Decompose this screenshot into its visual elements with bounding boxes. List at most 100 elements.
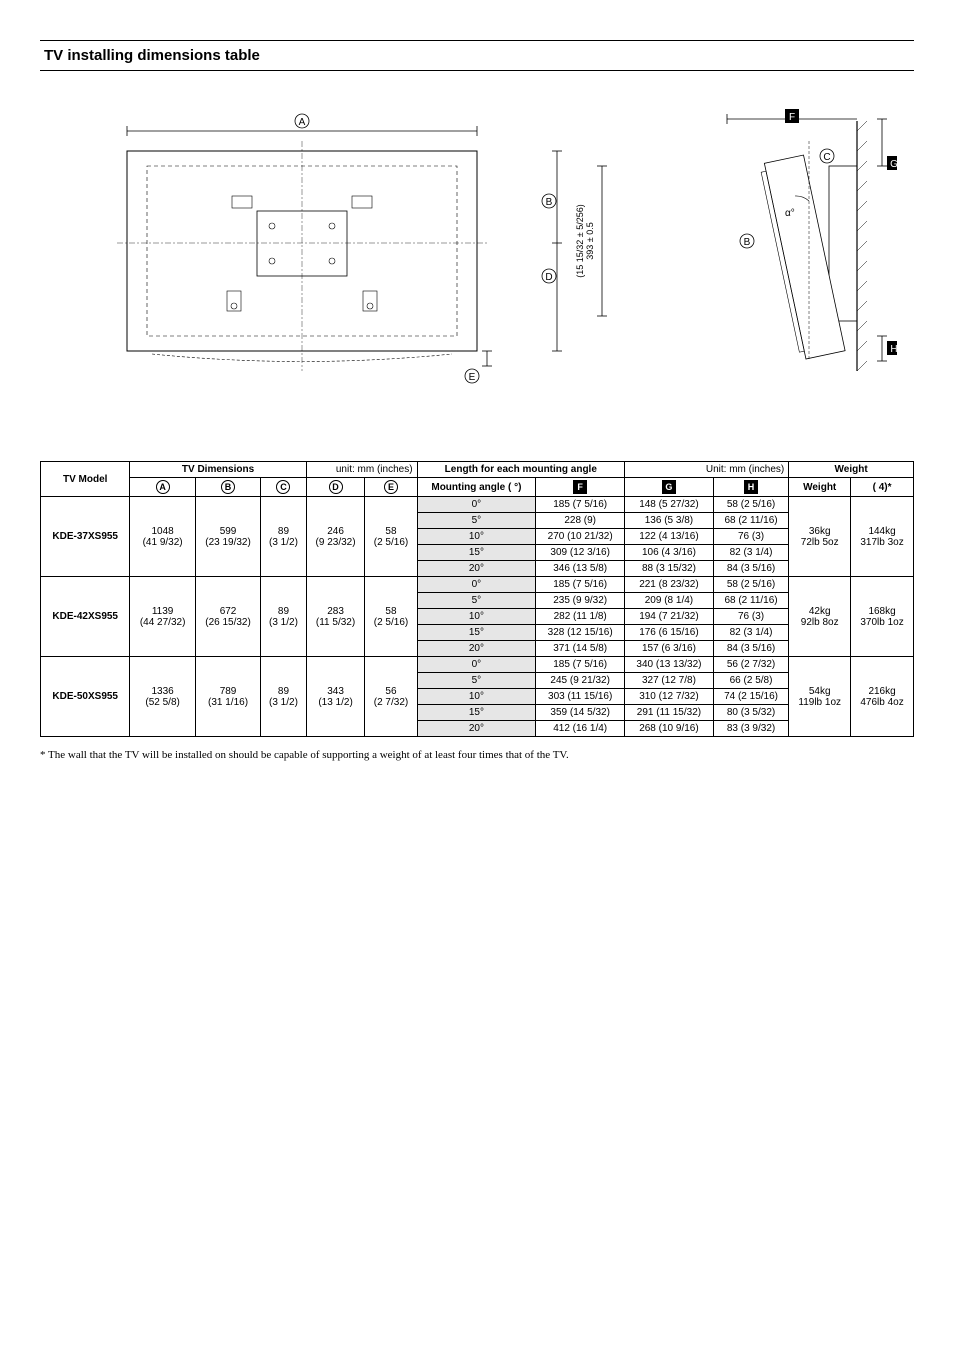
th-dims-text: TV Dimensions	[182, 464, 254, 475]
len-h: 68 (2 11/16)	[713, 593, 788, 609]
len-g: 310 (12 7/32)	[625, 689, 714, 705]
dimension-diagram: A	[57, 101, 897, 421]
dim-c: 89(3 1/2)	[261, 657, 306, 737]
side-label-b2: B	[744, 237, 751, 248]
th-angle: Mounting angle ( °)	[417, 478, 536, 497]
diagram-container: A	[40, 101, 914, 421]
len-f: 328 (12 15/16)	[536, 625, 625, 641]
th-dims-unit: unit: mm (inches)	[306, 462, 417, 478]
len-g: 88 (3 15/32)	[625, 561, 714, 577]
th-model: TV Model	[41, 462, 130, 497]
angle-deg: 15°	[417, 625, 536, 641]
label-b: B	[546, 197, 553, 208]
angle-deg: 0°	[417, 577, 536, 593]
len-f: 303 (11 15/16)	[536, 689, 625, 705]
circled-b: B	[221, 480, 235, 494]
dim-c: 89(3 1/2)	[261, 577, 306, 657]
angle-deg: 0°	[417, 497, 536, 513]
table-row: KDE-50XS9551336(52 5/8)789(31 1/16)89(3 …	[41, 657, 914, 673]
side-label-g: G	[890, 159, 897, 170]
dim-a: 1048(41 9/32)	[130, 497, 195, 577]
len-g: 194 (7 21/32)	[625, 609, 714, 625]
angle-deg: 5°	[417, 673, 536, 689]
dim-d: 283(11 5/32)	[306, 577, 365, 657]
circled-c: C	[276, 480, 290, 494]
dim-a: 1336(52 5/8)	[130, 657, 195, 737]
label-d: D	[545, 272, 552, 283]
boxed-f: F	[573, 480, 587, 494]
th-weight-col: Weight	[789, 478, 851, 497]
angle-deg: 10°	[417, 689, 536, 705]
len-h: 58 (2 5/16)	[713, 497, 788, 513]
th-length-unit: Unit: mm (inches)	[625, 462, 789, 478]
table-row: KDE-42XS9551139(44 27/32)672(26 15/32)89…	[41, 577, 914, 593]
len-f: 185 (7 5/16)	[536, 497, 625, 513]
angle-deg: 15°	[417, 705, 536, 721]
len-g: 157 (6 3/16)	[625, 641, 714, 657]
len-h: 82 (3 1/4)	[713, 625, 788, 641]
boxed-g: G	[662, 480, 676, 494]
dimensions-table: TV Model TV Dimensions unit: mm (inches)…	[40, 461, 914, 737]
len-f: 235 (9 9/32)	[536, 593, 625, 609]
th-f: F	[536, 478, 625, 497]
weight-x4: 144kg317lb 3oz	[851, 497, 914, 577]
angle-deg: 20°	[417, 561, 536, 577]
side-label-c: C	[823, 152, 830, 163]
len-f: 371 (14 5/8)	[536, 641, 625, 657]
th-length: Length for each mounting angle	[417, 462, 625, 478]
angle-deg: 5°	[417, 593, 536, 609]
angle-deg: 15°	[417, 545, 536, 561]
side-label-f: F	[789, 112, 795, 123]
len-h: 83 (3 9/32)	[713, 721, 788, 737]
len-f: 359 (14 5/32)	[536, 705, 625, 721]
len-h: 76 (3)	[713, 529, 788, 545]
page-title: TV installing dimensions table	[40, 40, 914, 71]
th-b: B	[195, 478, 260, 497]
weight-x4: 168kg370lb 1oz	[851, 577, 914, 657]
len-f: 309 (12 3/16)	[536, 545, 625, 561]
angle-deg: 20°	[417, 721, 536, 737]
th-a: A	[130, 478, 195, 497]
len-h: 66 (2 5/8)	[713, 673, 788, 689]
circled-e: E	[384, 480, 398, 494]
len-f: 185 (7 5/16)	[536, 577, 625, 593]
th-g: G	[625, 478, 714, 497]
angle-deg: 5°	[417, 513, 536, 529]
len-g: 209 (8 1/4)	[625, 593, 714, 609]
vertical-dim-in: (15 15/32 ± 5/256)	[575, 204, 585, 278]
angle-deg: 10°	[417, 529, 536, 545]
len-g: 136 (5 3/8)	[625, 513, 714, 529]
len-g: 176 (6 15/16)	[625, 625, 714, 641]
th-dims: TV Dimensions	[130, 462, 306, 478]
model-name: KDE-42XS955	[41, 577, 130, 657]
th-d: D	[306, 478, 365, 497]
th-c: C	[261, 478, 306, 497]
len-f: 412 (16 1/4)	[536, 721, 625, 737]
circled-d: D	[329, 480, 343, 494]
len-g: 221 (8 23/32)	[625, 577, 714, 593]
len-h: 84 (3 5/16)	[713, 561, 788, 577]
vertical-dim: 393 ± 0.5	[585, 222, 595, 259]
circled-a: A	[156, 480, 170, 494]
len-h: 56 (2 7/32)	[713, 657, 788, 673]
len-h: 68 (2 11/16)	[713, 513, 788, 529]
weight-val: 42kg92lb 8oz	[789, 577, 851, 657]
model-name: KDE-37XS955	[41, 497, 130, 577]
len-h: 58 (2 5/16)	[713, 577, 788, 593]
weight-val: 54kg119lb 1oz	[789, 657, 851, 737]
len-h: 76 (3)	[713, 609, 788, 625]
dim-e: 58(2 5/16)	[365, 577, 417, 657]
len-f: 346 (13 5/8)	[536, 561, 625, 577]
len-f: 245 (9 21/32)	[536, 673, 625, 689]
model-name: KDE-50XS955	[41, 657, 130, 737]
table-row: KDE-37XS9551048(41 9/32)599(23 19/32)89(…	[41, 497, 914, 513]
len-h: 82 (3 1/4)	[713, 545, 788, 561]
len-f: 228 (9)	[536, 513, 625, 529]
dim-e: 56(2 7/32)	[365, 657, 417, 737]
angle-deg: 10°	[417, 609, 536, 625]
len-h: 74 (2 15/16)	[713, 689, 788, 705]
len-f: 282 (11 1/8)	[536, 609, 625, 625]
dim-b: 599(23 19/32)	[195, 497, 260, 577]
len-g: 122 (4 13/16)	[625, 529, 714, 545]
len-g: 291 (11 15/32)	[625, 705, 714, 721]
